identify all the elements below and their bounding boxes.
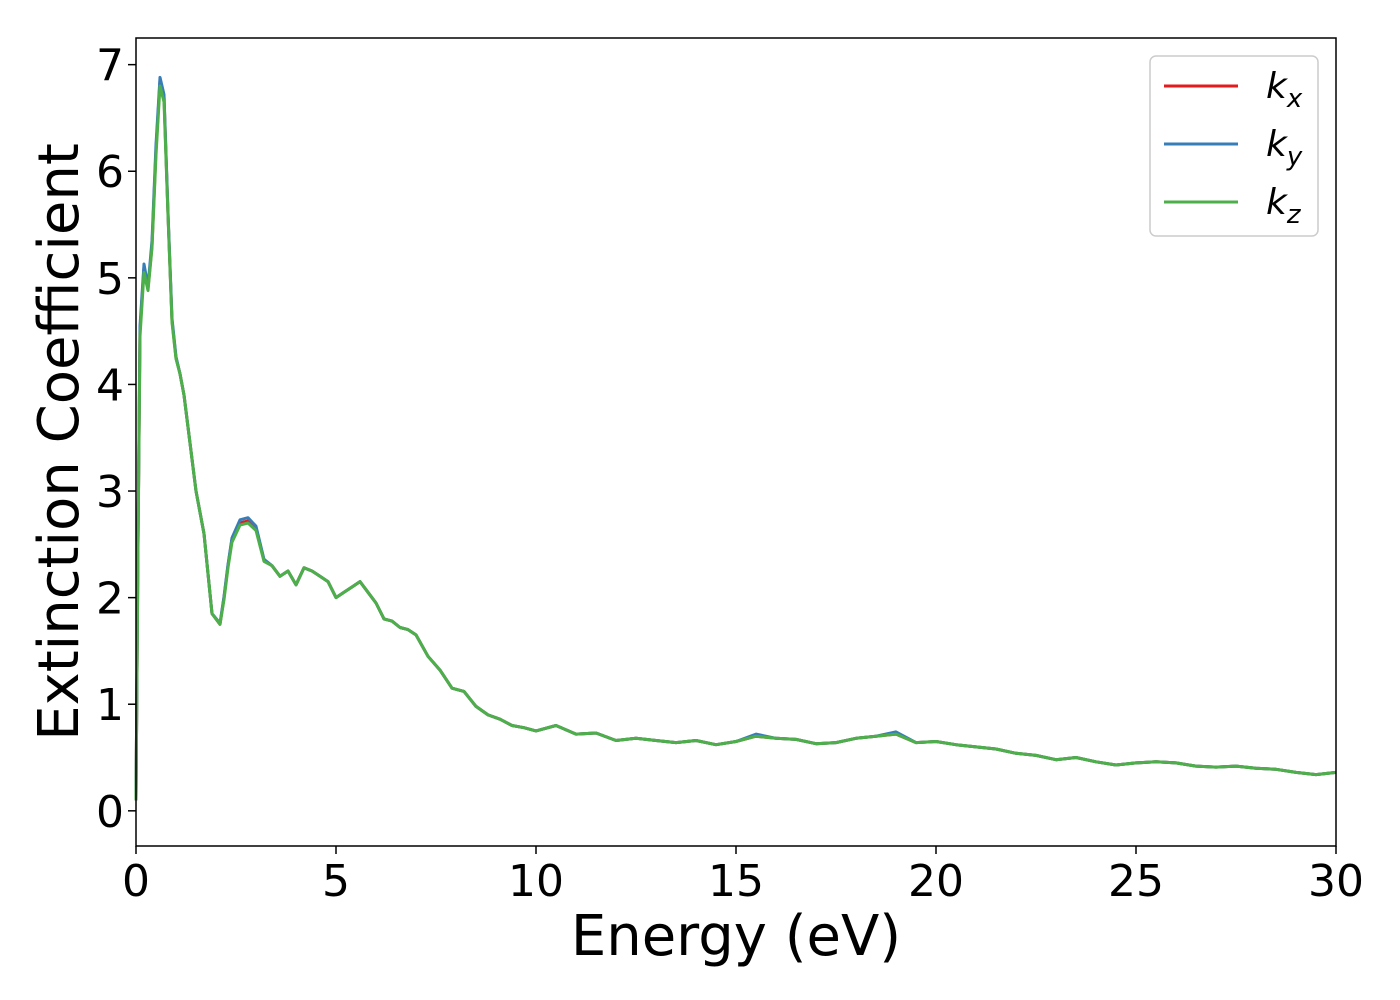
y-tick-label: 0: [96, 787, 124, 838]
x-tick-label: 30: [1308, 856, 1364, 907]
x-tick-label: 5: [322, 856, 350, 907]
y-tick-label: 3: [96, 467, 124, 518]
legend-label-k-z: kz: [1266, 182, 1302, 230]
x-tick-label: 10: [508, 856, 564, 907]
legend-box: [1149, 55, 1319, 237]
y-tick-label: 2: [96, 574, 124, 625]
x-axis: 0 5 10 15 20 25 30: [122, 846, 1364, 907]
series-line-k-z: [134, 84, 1337, 801]
x-tick-label: 25: [1108, 856, 1164, 907]
y-axis: 0 1 2 3 4 5 6 7: [96, 41, 136, 838]
y-tick-label: 5: [96, 254, 124, 305]
x-tick-label: 0: [122, 856, 150, 907]
y-tick-label: 1: [96, 680, 124, 731]
y-tick-label: 7: [96, 41, 124, 92]
legend-label-k-y: ky: [1266, 124, 1303, 172]
legend: kx ky kz: [1149, 55, 1319, 237]
x-tick-label: 15: [708, 856, 764, 907]
x-axis-title: Energy (eV): [571, 904, 901, 969]
series-layer: [134, 75, 1337, 801]
legend-label-k-x: kx: [1266, 66, 1303, 114]
y-tick-label: 6: [96, 147, 124, 198]
y-tick-label: 4: [96, 360, 124, 411]
x-tick-label: 20: [908, 856, 964, 907]
y-axis-title: Extinction Coefficient: [27, 143, 92, 741]
